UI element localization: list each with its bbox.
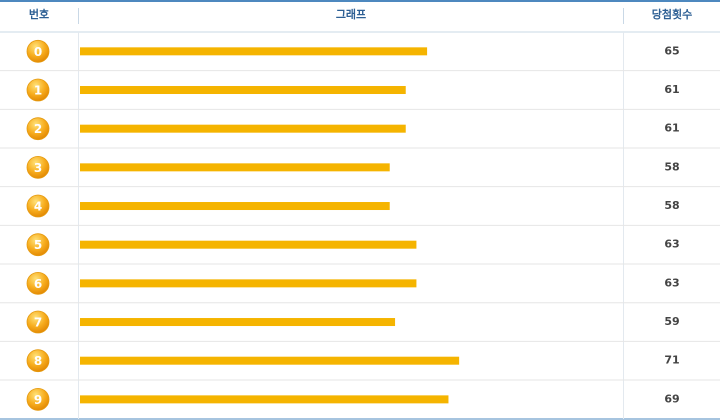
ball-number: 9	[34, 393, 42, 407]
bar	[80, 318, 396, 327]
bar	[80, 279, 417, 288]
ball-number: 8	[34, 354, 42, 368]
count-label: 63	[664, 238, 679, 251]
bar	[80, 163, 390, 172]
ball-number: 2	[34, 122, 42, 136]
ball-number: 3	[34, 161, 42, 175]
column-header: 당첨횟수	[652, 7, 692, 21]
number-ball	[26, 155, 50, 179]
count-label: 61	[664, 83, 679, 96]
ball-number: 4	[34, 200, 42, 214]
count-label: 59	[664, 315, 679, 328]
number-ball	[26, 310, 50, 334]
number-ball	[26, 117, 50, 141]
bar	[80, 47, 428, 56]
bar	[80, 356, 460, 365]
bar	[80, 124, 406, 133]
ball-number: 0	[34, 45, 42, 59]
number-ball	[26, 39, 50, 63]
column-header: 번호	[29, 7, 49, 21]
ball-number: 6	[34, 277, 42, 291]
ball-number: 1	[34, 84, 42, 98]
number-ball	[26, 194, 50, 218]
count-label: 63	[664, 276, 679, 289]
bar	[80, 86, 406, 95]
number-ball	[26, 271, 50, 295]
bar	[80, 240, 417, 249]
count-label: 58	[664, 199, 679, 212]
bar	[80, 202, 390, 211]
count-label: 58	[664, 160, 679, 173]
count-label: 69	[664, 392, 679, 405]
count-label: 65	[664, 44, 679, 57]
number-ball	[26, 233, 50, 257]
ball-number: 5	[34, 238, 42, 252]
bar	[80, 395, 449, 404]
number-ball	[26, 387, 50, 411]
column-header: 그래프	[336, 7, 366, 21]
number-ball	[26, 78, 50, 102]
ball-number: 7	[34, 316, 42, 330]
count-label: 61	[664, 122, 679, 135]
number-ball	[26, 349, 50, 373]
count-label: 71	[664, 354, 679, 367]
